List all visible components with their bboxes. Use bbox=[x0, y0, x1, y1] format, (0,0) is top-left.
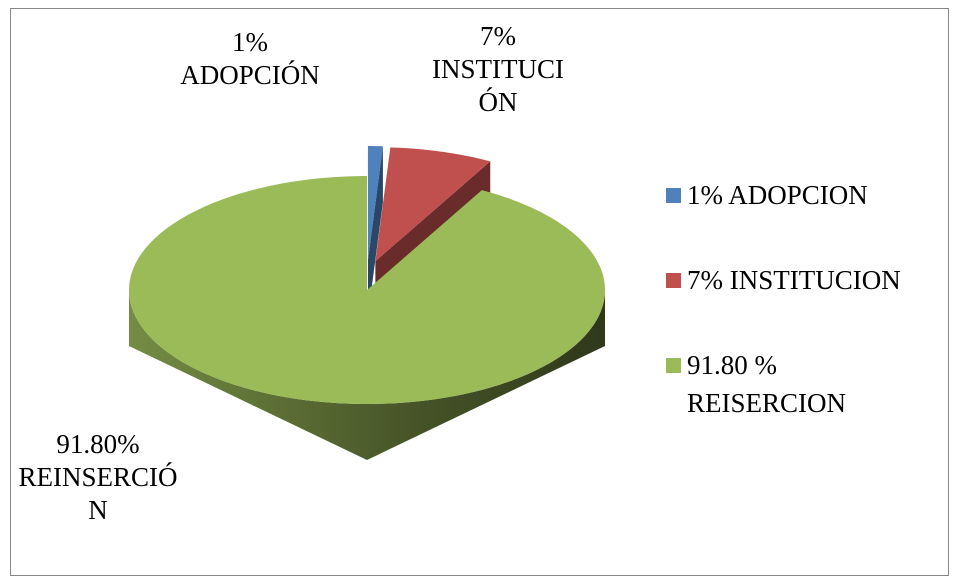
legend-label: 7% INSTITUCION bbox=[687, 265, 901, 295]
legend-label: 91.80 % REISERCION bbox=[687, 350, 847, 418]
data-label: 7% INSTITUCIÓN bbox=[432, 21, 564, 117]
slice-side bbox=[129, 290, 605, 460]
data-label: 1% ADOPCIÓN bbox=[180, 27, 320, 90]
data-label: 91.80% REINSERCIÓN bbox=[18, 429, 178, 525]
slice bbox=[375, 147, 491, 262]
legend-label: 1% ADOPCION bbox=[687, 180, 868, 210]
legend-swatch bbox=[666, 273, 681, 288]
slice-edge-wall bbox=[367, 146, 383, 317]
legend-swatch bbox=[666, 188, 681, 203]
slice bbox=[129, 176, 605, 404]
slice bbox=[367, 146, 383, 261]
chart-frame bbox=[10, 8, 949, 576]
legend-swatch bbox=[666, 358, 681, 373]
